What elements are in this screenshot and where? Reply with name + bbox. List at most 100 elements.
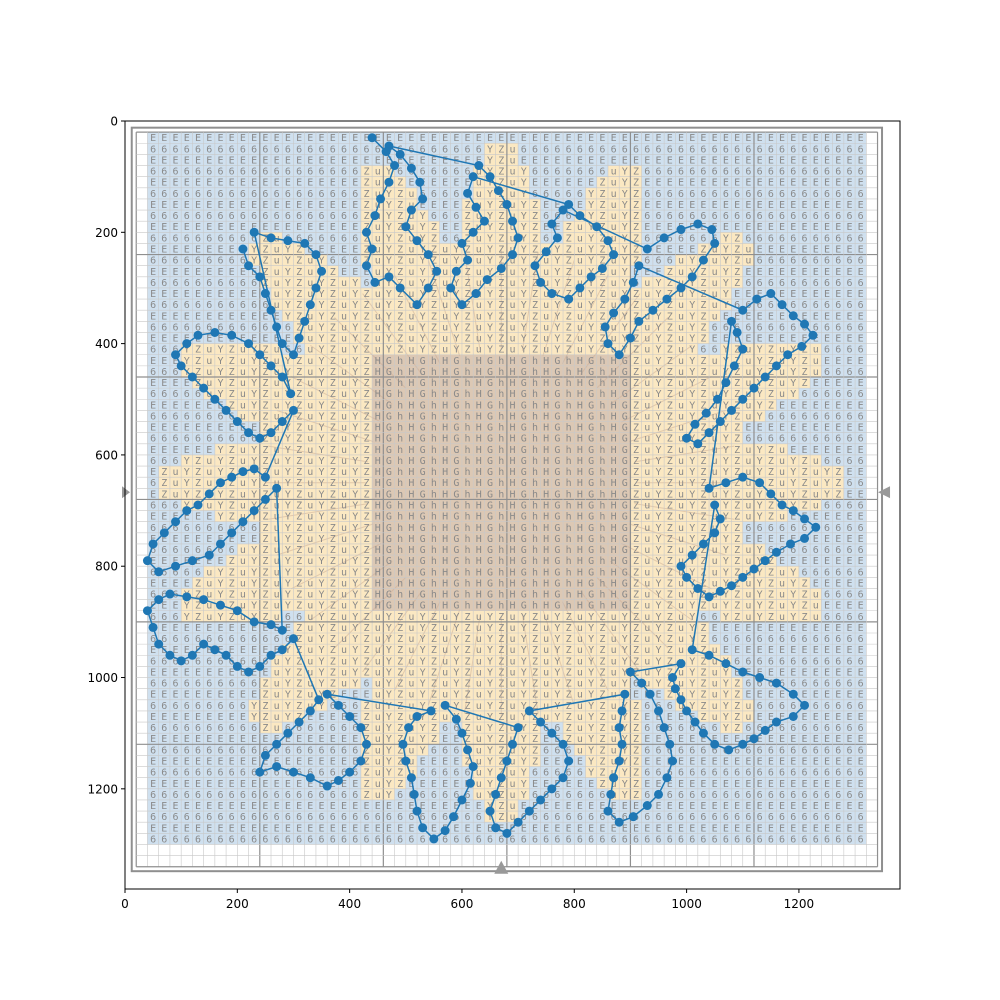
grid-cell — [855, 855, 867, 867]
cell-letter: Z — [397, 200, 403, 211]
grid-cell — [619, 210, 631, 222]
cell-letter: E — [341, 178, 347, 189]
grid-cell — [652, 143, 665, 155]
grid-cell — [169, 165, 182, 177]
cell-letter: E — [442, 133, 448, 144]
grid-cell — [271, 210, 283, 222]
grid-cell — [776, 143, 788, 155]
grid-cell — [619, 198, 631, 211]
grid-cell — [147, 154, 159, 166]
grid-cell — [349, 210, 362, 222]
cell-letter: 6 — [150, 167, 156, 178]
cell-letter: E — [274, 155, 280, 166]
cell-letter: 6 — [184, 144, 190, 155]
grid-cell — [360, 165, 373, 177]
cell-letter: E — [465, 155, 471, 166]
cell-letter: 6 — [667, 189, 673, 200]
grid-cell — [450, 165, 463, 177]
grid-cell — [720, 165, 732, 177]
grid-cell — [866, 176, 878, 188]
grid-cell — [551, 198, 564, 211]
grid-cell — [866, 710, 878, 723]
grid-cell — [787, 844, 800, 856]
cell-letter: E — [554, 133, 560, 144]
grid-cell — [214, 143, 227, 155]
cell-letter: 6 — [195, 167, 201, 178]
grid-cell — [248, 210, 260, 222]
grid-cell — [585, 154, 597, 166]
cell-letter: E — [240, 222, 246, 233]
grid-cell — [866, 287, 878, 300]
grid-cell — [473, 844, 485, 856]
grid-cell — [461, 132, 474, 144]
grid-cell — [338, 132, 350, 144]
cell-letter: Y — [386, 200, 392, 211]
grid-cell — [798, 187, 811, 200]
cell-letter: E — [700, 133, 706, 144]
grid-cell — [866, 354, 878, 367]
grid-cell — [866, 733, 878, 745]
cell-letter: E — [644, 133, 650, 144]
cell-letter: 6 — [588, 167, 594, 178]
grid-cell — [866, 766, 878, 778]
cell-letter: E — [543, 200, 549, 211]
grid-cell — [417, 132, 429, 144]
grid-cell — [450, 132, 463, 144]
cell-letter: 6 — [229, 233, 235, 244]
grid-cell — [540, 187, 553, 200]
grid-cell — [753, 132, 766, 144]
cell-letter: 6 — [790, 167, 796, 178]
grid-cell — [832, 844, 845, 856]
cell-letter: Z — [397, 189, 403, 200]
grid-cell — [686, 165, 699, 177]
grid-cell — [181, 165, 193, 177]
grid-cell — [664, 154, 676, 166]
grid-cell — [136, 655, 148, 667]
grid-cell — [731, 154, 743, 166]
grid-cell — [551, 165, 564, 177]
cell-letter: E — [667, 222, 673, 233]
grid-cell — [428, 187, 440, 200]
cell-letter: 6 — [757, 211, 763, 222]
cell-letter: Y — [521, 200, 527, 211]
grid-cell — [540, 844, 553, 856]
grid-cell — [349, 198, 362, 211]
cell-letter: E — [453, 133, 459, 144]
grid-cell — [461, 154, 474, 166]
cell-letter: 6 — [307, 211, 313, 222]
cell-letter: E — [712, 178, 718, 189]
grid-cell — [821, 154, 833, 166]
grid-cell — [136, 232, 148, 244]
cell-letter: 6 — [240, 233, 246, 244]
grid-cell — [293, 132, 305, 144]
cell-letter: E — [173, 178, 179, 189]
cell-letter: E — [498, 133, 504, 144]
grid-cell — [473, 143, 485, 155]
grid-cell — [259, 132, 272, 144]
grid-cell — [518, 132, 530, 144]
grid-cell — [405, 187, 418, 200]
grid-cell — [540, 143, 553, 155]
grid-cell — [866, 722, 878, 734]
cell-letter: 6 — [262, 189, 268, 200]
grid-cell — [372, 154, 384, 166]
cell-letter: E — [633, 133, 639, 144]
grid-cell — [360, 198, 373, 211]
cell-letter: E — [161, 133, 167, 144]
cell-letter: E — [611, 133, 617, 144]
grid-cell — [866, 633, 878, 645]
grid-cell — [136, 788, 148, 801]
grid-cell — [630, 154, 642, 166]
grid-cell — [776, 176, 788, 188]
grid-cell — [484, 143, 496, 155]
cell-letter: E — [285, 222, 291, 233]
grid-cell — [271, 198, 283, 211]
cell-letter: u — [476, 189, 482, 200]
grid-cell — [315, 176, 328, 188]
cell-letter: E — [285, 155, 291, 166]
grid-cell — [304, 844, 317, 856]
grid-cell — [855, 154, 867, 166]
grid-cell — [169, 176, 182, 188]
grid-cell — [675, 198, 687, 211]
grid-cell — [158, 176, 171, 188]
